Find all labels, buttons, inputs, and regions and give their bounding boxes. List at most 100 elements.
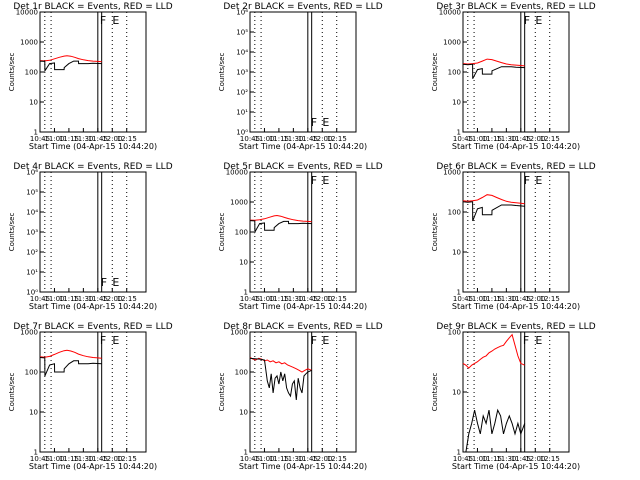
series-line-lld [462, 58, 525, 67]
y-tick-label: 10 [452, 99, 461, 107]
x-tick-label: 12:15 [540, 295, 560, 303]
y-tick-label: 1000 [443, 39, 461, 47]
x-tick-label: 11:00 [44, 295, 64, 303]
x-axis-label: Start Time (04-Apr-15 10:44:20) [239, 302, 367, 311]
x-tick-label: 11:00 [467, 135, 487, 143]
event-marker-e: E [112, 334, 119, 347]
y-tick-label: 10 [239, 409, 248, 417]
x-tick-label: 11:30 [496, 455, 516, 463]
plot-frame [462, 11, 570, 133]
event-marker-e: E [112, 276, 119, 289]
x-tick-label: 10:45 [240, 295, 260, 303]
plot-p9: Det 9r BLACK = Events, RED = LLD F E 1 10 100… [431, 322, 596, 471]
y-axis-label: Counts/sec [218, 213, 226, 252]
y-tick-label: 100 [25, 369, 38, 377]
y-tick-label: 100 [448, 209, 461, 217]
x-tick-label: 10:45 [453, 455, 473, 463]
x-tick-label: 11:45 [88, 135, 108, 143]
series-line-events [462, 201, 525, 222]
y-tick-label: 10000 [16, 9, 38, 17]
plot-p7: Det 7r BLACK = Events, RED = LLD F E 1 10 100… [8, 322, 173, 471]
y-tick-label: 100 [235, 369, 248, 377]
y-tick-label: 10⁵ [236, 29, 248, 37]
x-tick-label: 10:45 [30, 135, 50, 143]
plot-title: Det 3r BLACK = Events, RED = LLD [436, 2, 595, 12]
x-tick-label: 11:30 [73, 295, 93, 303]
x-tick-label: 12:15 [117, 135, 137, 143]
x-tick-label: 11:15 [59, 295, 79, 303]
x-axis-label: Start Time (04-Apr-15 10:44:20) [29, 142, 157, 151]
event-marker-e: E [322, 334, 329, 347]
x-tick-label: 11:15 [59, 135, 79, 143]
y-tick-label: 1 [457, 129, 461, 137]
y-tick-label: 1 [34, 449, 38, 457]
series-line-events [39, 60, 102, 73]
y-tick-label: 10¹ [26, 269, 38, 277]
event-marker-f: F [101, 276, 107, 289]
y-axis-label: Counts/sec [8, 53, 16, 92]
plot-title: Det 4r BLACK = Events, RED = LLD [13, 162, 172, 172]
event-marker-e: E [535, 174, 542, 187]
y-tick-label: 1 [244, 289, 248, 297]
x-tick-label: 12:15 [327, 455, 347, 463]
x-tick-label: 11:45 [88, 295, 108, 303]
x-tick-label: 12:00 [525, 135, 545, 143]
plot-p4: Det 4r BLACK = Events, RED = LLD F E 10⁰ 10¹… [8, 162, 173, 311]
x-tick-label: 11:30 [283, 135, 303, 143]
plot-frame [39, 331, 147, 453]
event-marker-f: F [100, 14, 106, 27]
x-tick-label: 10:45 [30, 455, 50, 463]
plot-frame [249, 171, 357, 293]
x-tick-label: 11:15 [269, 135, 289, 143]
event-marker-f: F [311, 116, 317, 129]
y-axis-label: Counts/sec [218, 53, 226, 92]
y-tick-label: 10³ [26, 229, 38, 237]
y-tick-label: 1 [457, 449, 461, 457]
y-tick-label: 100 [448, 329, 461, 337]
x-axis-label: Start Time (04-Apr-15 10:44:20) [29, 462, 157, 471]
x-tick-label: 12:00 [525, 455, 545, 463]
y-tick-label: 10 [29, 409, 38, 417]
y-tick-label: 1 [457, 289, 461, 297]
plot-frame [462, 171, 570, 293]
series-line-events [462, 63, 525, 79]
plot-p6: Det 6r BLACK = Events, RED = LLD F E 1 10 100… [431, 162, 596, 311]
y-tick-label: 1000 [230, 199, 248, 207]
x-tick-label: 12:00 [312, 135, 332, 143]
series-line-lld [462, 333, 525, 369]
plot-p2: Det 2r BLACK = Events, RED = LLD F E 10⁰ 10¹… [218, 2, 383, 151]
series-line-lld [39, 55, 102, 63]
series-line-lld [249, 214, 312, 223]
y-tick-label: 10³ [236, 69, 248, 77]
plot-title: Det 9r BLACK = Events, RED = LLD [436, 322, 595, 332]
x-tick-label: 12:00 [102, 135, 122, 143]
y-axis-label: Counts/sec [8, 213, 16, 252]
y-tick-label: 10000 [226, 169, 248, 177]
x-tick-label: 11:45 [511, 135, 531, 143]
x-tick-label: 10:45 [453, 135, 473, 143]
y-tick-label: 1 [244, 449, 248, 457]
y-tick-label: 10⁴ [26, 209, 38, 217]
plot-p1: Det 1r BLACK = Events, RED = LLD F E 1 10 100… [8, 2, 173, 151]
x-tick-label: 11:00 [467, 295, 487, 303]
x-tick-label: 11:30 [73, 455, 93, 463]
event-marker-f: F [524, 174, 530, 187]
x-tick-label: 12:15 [327, 295, 347, 303]
x-tick-label: 11:45 [298, 135, 318, 143]
event-marker-f: F [523, 334, 529, 347]
y-tick-label: 10000 [439, 9, 461, 17]
plot-title: Det 6r BLACK = Events, RED = LLD [436, 162, 595, 172]
series-line-lld [249, 357, 312, 373]
event-marker-f: F [311, 334, 317, 347]
event-marker-f: F [311, 174, 317, 187]
x-tick-label: 12:15 [540, 455, 560, 463]
x-tick-label: 12:00 [312, 295, 332, 303]
y-tick-label: 10 [452, 389, 461, 397]
y-tick-label: 10¹ [236, 109, 248, 117]
x-tick-label: 11:00 [44, 135, 64, 143]
event-marker-f: F [524, 14, 530, 27]
x-tick-label: 11:15 [269, 455, 289, 463]
plot-p8: Det 8r BLACK = Events, RED = LLD F E 1 10 100… [218, 322, 383, 471]
y-tick-label: 10⁴ [236, 49, 248, 57]
